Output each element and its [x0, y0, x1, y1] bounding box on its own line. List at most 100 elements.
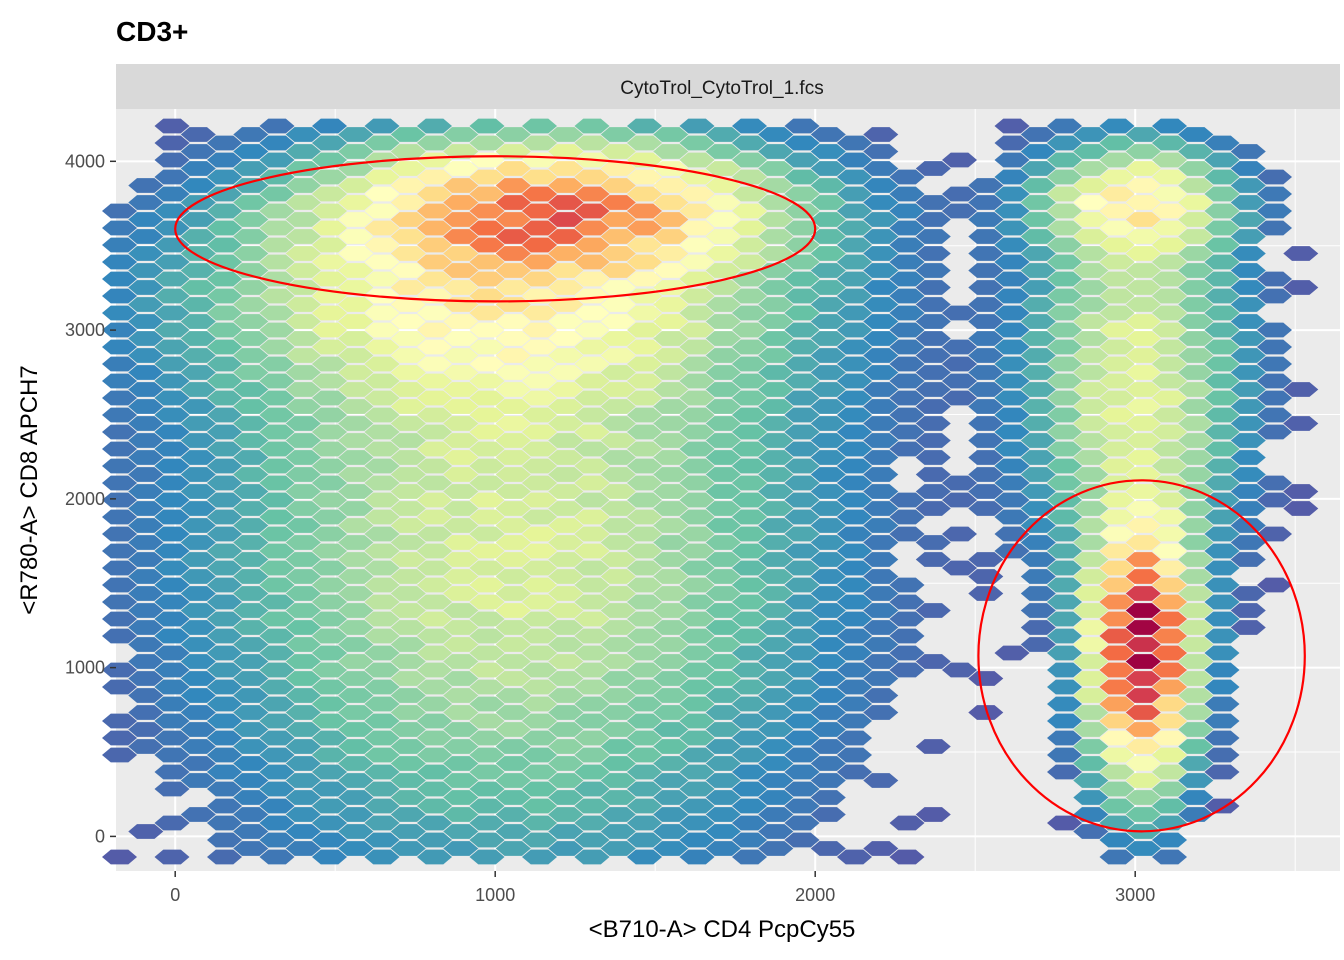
- hex-cell: [1230, 603, 1266, 618]
- hex-cell: [443, 263, 479, 278]
- hex-cell: [1178, 348, 1214, 363]
- hex-cell: [417, 594, 452, 610]
- hex-cell: [915, 246, 951, 261]
- hex-cell: [312, 628, 347, 644]
- hex-cell: [837, 645, 872, 661]
- hex-cell: [600, 212, 636, 227]
- hex-cell: [889, 186, 925, 202]
- hex-cell: [154, 118, 190, 134]
- hex-cell: [207, 696, 242, 712]
- hex-cell: [364, 475, 400, 491]
- hex-cell: [1152, 645, 1187, 661]
- hex-cell: [1152, 577, 1187, 593]
- hex-cell: [207, 492, 242, 508]
- hex-cell: [1204, 390, 1240, 406]
- hex-cell: [732, 237, 767, 253]
- hex-cell: [1204, 356, 1240, 372]
- hex-cell: [679, 543, 715, 559]
- hex-cell: [233, 314, 269, 329]
- hex-cell: [810, 382, 846, 397]
- hex-cell: [233, 195, 269, 210]
- x-tick-label: 2000: [795, 885, 835, 905]
- hex-cell: [1125, 450, 1161, 465]
- hex-cell: [653, 501, 689, 516]
- hex-cell: [627, 118, 662, 134]
- hex-cell: [1152, 798, 1187, 814]
- hex-cell: [863, 161, 899, 176]
- hex-cell: [364, 832, 400, 848]
- hex-cell: [207, 271, 242, 287]
- hex-cell: [600, 229, 636, 244]
- hex-cell: [863, 416, 899, 431]
- hex-cell: [784, 747, 820, 763]
- hex-cell: [1283, 382, 1319, 397]
- hex-cell: [1178, 263, 1214, 278]
- hex-cell: [338, 280, 374, 295]
- hex-cell: [417, 849, 452, 865]
- hex-cell: [1204, 764, 1240, 780]
- hex-cell: [968, 671, 1004, 686]
- hex-cell: [312, 832, 347, 848]
- hex-cell: [994, 407, 1030, 423]
- hex-cell: [522, 492, 557, 508]
- hex-cell: [233, 501, 269, 516]
- hex-cell: [259, 764, 295, 780]
- hex-cell: [574, 543, 610, 559]
- hex-cell: [863, 263, 899, 278]
- hex-cell: [207, 832, 242, 848]
- hex-cell: [758, 603, 794, 618]
- hex-cell: [548, 467, 584, 482]
- hex-cell: [627, 730, 662, 746]
- hex-cell: [889, 509, 925, 525]
- hex-cell: [364, 135, 400, 151]
- hex-cell: [1125, 756, 1161, 771]
- hex-cell: [1204, 186, 1240, 202]
- hex-cell: [1047, 730, 1082, 746]
- hex-cell: [1047, 509, 1082, 525]
- hex-cell: [889, 492, 925, 508]
- hex-cell: [758, 433, 794, 448]
- hex-cell: [1152, 152, 1187, 168]
- hex-cell: [574, 594, 610, 610]
- hex-cell: [600, 348, 636, 363]
- hex-cell: [443, 433, 479, 448]
- hex-cell: [285, 535, 321, 550]
- hex-cell: [495, 552, 531, 567]
- hex-cell: [574, 764, 610, 780]
- hex-cell: [1047, 645, 1082, 661]
- y-axis-label: <R780-A> CD8 APCH7: [16, 365, 43, 614]
- hex-cell: [390, 790, 426, 805]
- hex-cell: [469, 339, 505, 355]
- hex-cell: [653, 705, 689, 720]
- hex-cell: [364, 169, 400, 185]
- hex-cell: [443, 467, 479, 482]
- hex-cell: [1283, 246, 1319, 261]
- hex-cell: [837, 679, 872, 695]
- hex-cell: [732, 305, 767, 321]
- hex-cell: [679, 645, 715, 661]
- hex-cell: [574, 577, 610, 593]
- hex-cell: [574, 390, 610, 406]
- hex-cell: [627, 407, 662, 423]
- hex-cell: [1047, 220, 1082, 236]
- hex-cell: [784, 288, 820, 304]
- hex-cell: [364, 713, 400, 729]
- hex-cell: [968, 229, 1004, 244]
- hex-cell: [627, 764, 662, 780]
- hex-cell: [259, 407, 295, 423]
- hex-cell: [233, 654, 269, 669]
- hex-cell: [627, 798, 662, 814]
- hex-cell: [837, 662, 872, 678]
- hex-cell: [1257, 492, 1292, 508]
- hex-cell: [1230, 297, 1266, 312]
- hex-cell: [1047, 390, 1082, 406]
- hex-cell: [994, 509, 1030, 525]
- hex-cell: [889, 441, 925, 457]
- hex-cell: [522, 560, 557, 576]
- hex-cell: [679, 849, 715, 865]
- hex-cell: [522, 322, 557, 338]
- hex-cell: [1230, 365, 1266, 380]
- hex-cell: [285, 518, 321, 533]
- hex-cell: [1125, 586, 1161, 601]
- hex-cell: [495, 195, 531, 210]
